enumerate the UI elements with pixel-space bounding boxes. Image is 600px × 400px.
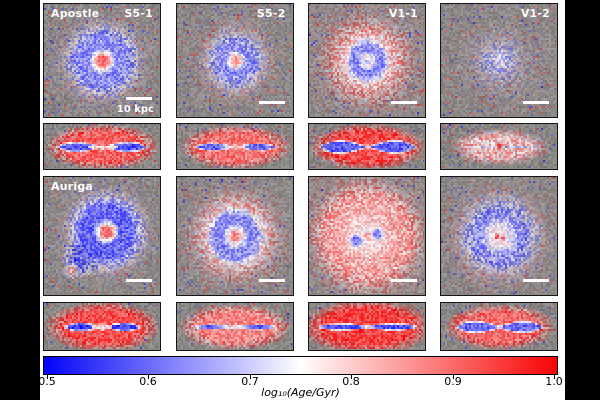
simulation-label: Auriga [51, 180, 94, 193]
galaxy-age-map-apostle-v1-2-face [441, 4, 556, 116]
panel-apostle-s5-1-edge [43, 123, 161, 170]
galaxy-age-map-auriga-v1-1-face [309, 177, 424, 294]
panel-auriga-s5-2-edge [175, 302, 294, 351]
scale-bar [258, 101, 285, 104]
scale-bar [126, 97, 152, 100]
panel-apostle-v1-1-edge [308, 123, 426, 170]
galaxy-age-map-auriga-s5-2-edge [176, 303, 292, 349]
galaxy-age-map-apostle-v1-1-face [309, 4, 424, 116]
scale-bar [523, 101, 549, 104]
scale-bar [391, 101, 417, 104]
colorbar-tick-5 [554, 374, 556, 379]
panel-auriga-s5-1-face: Auriga [43, 176, 161, 296]
halo-label: V1-1 [388, 7, 418, 20]
colorbar-tick-label-2: 0.7 [241, 375, 259, 388]
galaxy-age-map-auriga-s5-1-edge [44, 303, 159, 349]
panel-auriga-v1-2-edge [440, 302, 558, 351]
colorbar-tick-label-1: 0.6 [139, 375, 157, 388]
panel-auriga-s5-2-face [175, 176, 294, 296]
scale-bar [391, 279, 417, 282]
panel-apostle-s5-2-edge [175, 123, 294, 170]
scale-bar [523, 279, 549, 282]
panel-apostle-v1-2-face: V1-2 [440, 3, 558, 118]
colorbar-tick-1 [148, 374, 150, 379]
scale-bar [126, 279, 152, 282]
panel-apostle-s5-2-face: S5-2 [175, 3, 294, 118]
scale-bar [258, 279, 285, 282]
galaxy-age-map-apostle-s5-2-face [176, 4, 292, 116]
halo-label: S5-1 [124, 7, 153, 20]
colorbar-tick-0 [47, 374, 49, 379]
colorbar-tick-label-3: 0.8 [342, 375, 360, 388]
panel-auriga-s5-1-edge [43, 302, 161, 351]
panel-auriga-v1-2-face [440, 176, 558, 296]
panel-auriga-v1-1-edge [308, 302, 426, 351]
galaxy-age-map-apostle-v1-2-edge [441, 124, 556, 168]
colorbar-axis-label: log₁₀(Age/Gyr) [261, 386, 340, 399]
colorbar-tick-3 [351, 374, 353, 379]
halo-label: S5-2 [256, 7, 286, 20]
scale-bar-label: 10 kpc [116, 104, 154, 115]
panel-auriga-v1-1-face [308, 176, 426, 296]
galaxy-age-map-apostle-v1-1-edge [309, 124, 424, 168]
colorbar-tick-label-4: 0.9 [444, 375, 462, 388]
galaxy-age-map-auriga-v1-2-face [441, 177, 556, 294]
galaxy-age-map-apostle-s5-2-edge [176, 124, 292, 168]
galaxy-age-map-auriga-s5-1-face [44, 177, 159, 294]
panel-apostle-v1-2-edge [440, 123, 558, 170]
panel-apostle-s5-1-face: Apostle S5-1 10 kpc [43, 3, 161, 118]
colorbar-tick-label-5: 1.0 [545, 375, 563, 388]
colorbar-tick-2 [250, 374, 252, 379]
colorbar-gradient [44, 357, 557, 374]
simulation-label: Apostle [51, 7, 100, 20]
galaxy-age-map-auriga-v1-2-edge [441, 303, 556, 349]
panel-apostle-v1-1-face: V1-1 [308, 3, 426, 118]
colorbar [43, 356, 558, 375]
galaxy-age-map-apostle-s5-1-edge [44, 124, 159, 168]
halo-label: V1-2 [520, 7, 550, 20]
galaxy-age-map-auriga-v1-1-edge [309, 303, 424, 349]
galaxy-age-map-auriga-s5-2-face [176, 177, 292, 294]
colorbar-tick-label-0: 0.5 [38, 375, 56, 388]
colorbar-tick-4 [453, 374, 455, 379]
